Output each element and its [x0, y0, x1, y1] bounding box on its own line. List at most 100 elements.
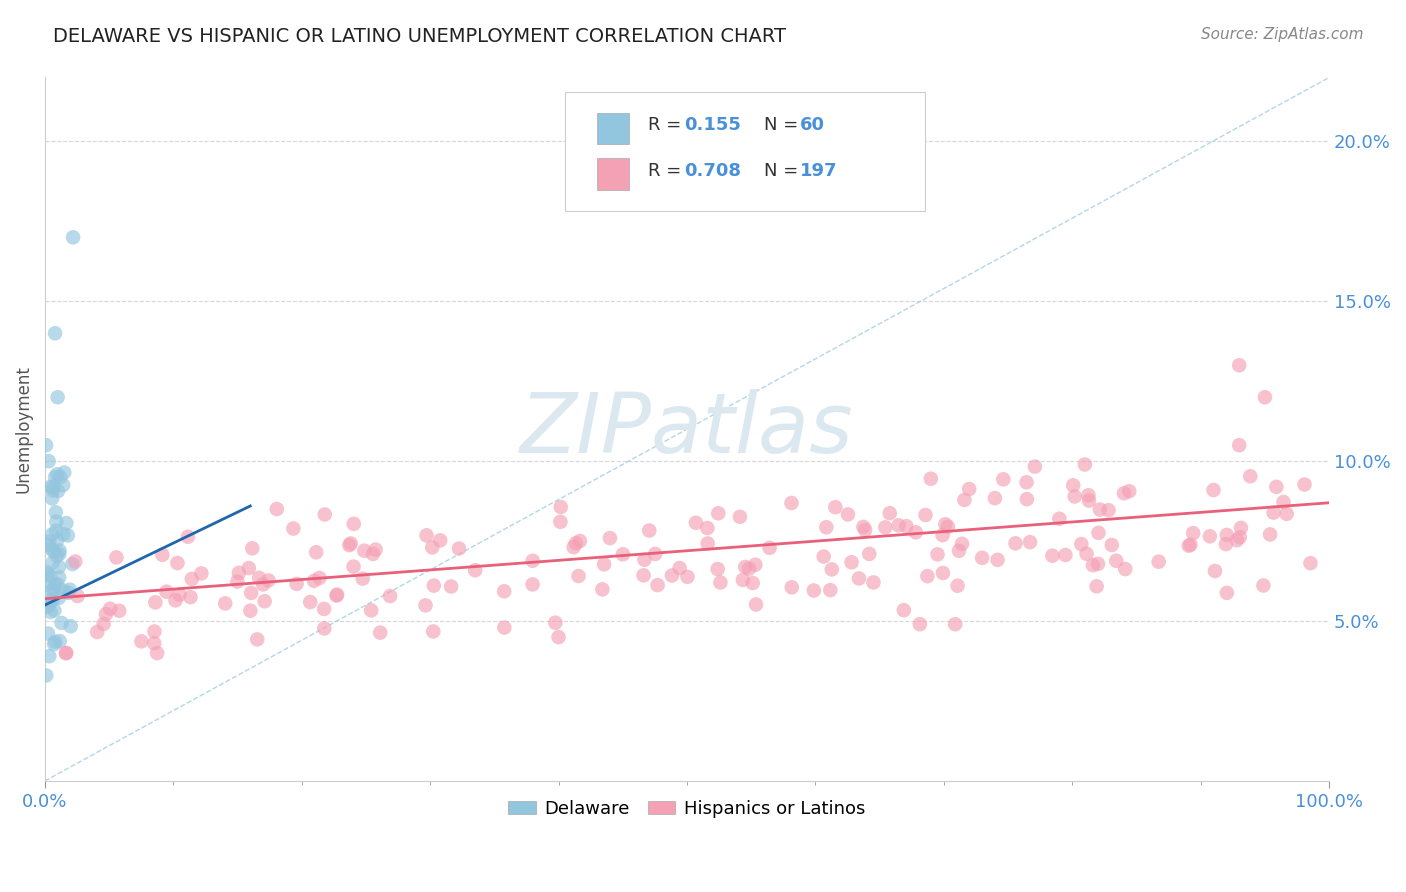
Point [155, 584, 177, 599]
Point [257, 574, 280, 588]
Point [1024, 459, 1046, 474]
Point [238, 561, 260, 575]
Point [1087, 525, 1109, 540]
Point [368, 625, 391, 640]
Point [1227, 438, 1250, 452]
Point [150, 548, 173, 562]
Point [46, 533, 69, 548]
Point [815, 520, 838, 534]
Point [266, 502, 288, 516]
Text: 197: 197 [800, 162, 838, 180]
Text: ZIPatlas: ZIPatlas [520, 389, 853, 470]
Point [953, 492, 976, 507]
Point [1229, 530, 1251, 544]
Point [685, 516, 707, 530]
Point [41, 593, 63, 607]
Point [893, 603, 915, 617]
Point [46, 390, 69, 404]
Point [422, 624, 444, 639]
Point [1074, 458, 1097, 472]
Point [38, 649, 60, 664]
Point [305, 545, 328, 559]
Point [920, 472, 942, 486]
Point [522, 577, 544, 591]
Point [957, 482, 980, 496]
Point [360, 603, 382, 617]
FancyBboxPatch shape [565, 92, 925, 211]
Point [415, 599, 437, 613]
Point [46, 483, 69, 498]
Point [35, 578, 58, 592]
Point [853, 523, 876, 537]
Point [567, 569, 589, 583]
Point [108, 604, 131, 618]
Point [1042, 549, 1064, 563]
Point [904, 525, 927, 540]
Point [668, 561, 690, 575]
Point [550, 515, 572, 529]
Point [246, 632, 269, 647]
Point [1294, 477, 1316, 491]
Point [314, 602, 336, 616]
Point [239, 604, 262, 618]
Point [934, 517, 956, 532]
Point [429, 533, 451, 548]
Point [1180, 538, 1202, 552]
Point [48, 570, 70, 584]
Point [42, 582, 65, 597]
Point [214, 596, 236, 610]
Point [841, 555, 863, 569]
Point [53, 466, 76, 480]
Point [308, 571, 330, 585]
Bar [598, 159, 628, 190]
Point [1216, 528, 1239, 542]
Point [813, 549, 835, 564]
Point [661, 568, 683, 582]
Point [343, 516, 366, 531]
Point [44, 577, 66, 591]
Point [166, 556, 188, 570]
Point [1254, 390, 1277, 404]
Point [696, 521, 718, 535]
Point [744, 558, 766, 572]
Point [647, 578, 669, 592]
Point [52, 583, 75, 598]
Point [143, 636, 166, 650]
Point [852, 520, 875, 534]
Point [803, 583, 825, 598]
Point [52, 478, 75, 492]
Point [143, 595, 166, 609]
Point [378, 589, 401, 603]
Point [44, 326, 66, 341]
Text: R =: R = [648, 116, 688, 135]
Point [240, 541, 263, 556]
Point [146, 646, 169, 660]
Point [562, 540, 585, 554]
Point [41, 583, 63, 598]
Point [180, 572, 202, 586]
Point [46, 467, 69, 482]
Point [731, 573, 754, 587]
Point [887, 518, 910, 533]
Point [59, 619, 82, 633]
Point [494, 584, 516, 599]
Point [98, 601, 121, 615]
Point [44, 603, 66, 617]
Point [676, 570, 699, 584]
Point [908, 617, 931, 632]
Point [948, 543, 970, 558]
Point [179, 590, 201, 604]
Point [917, 569, 939, 583]
Point [550, 500, 572, 514]
Point [228, 566, 250, 580]
Point [1226, 533, 1249, 548]
Point [42, 480, 65, 494]
Point [464, 563, 486, 577]
Point [1062, 478, 1084, 492]
Point [314, 622, 336, 636]
Point [93, 616, 115, 631]
Point [39, 605, 62, 619]
Point [44, 635, 66, 649]
Point [1105, 554, 1128, 568]
Point [66, 589, 89, 603]
